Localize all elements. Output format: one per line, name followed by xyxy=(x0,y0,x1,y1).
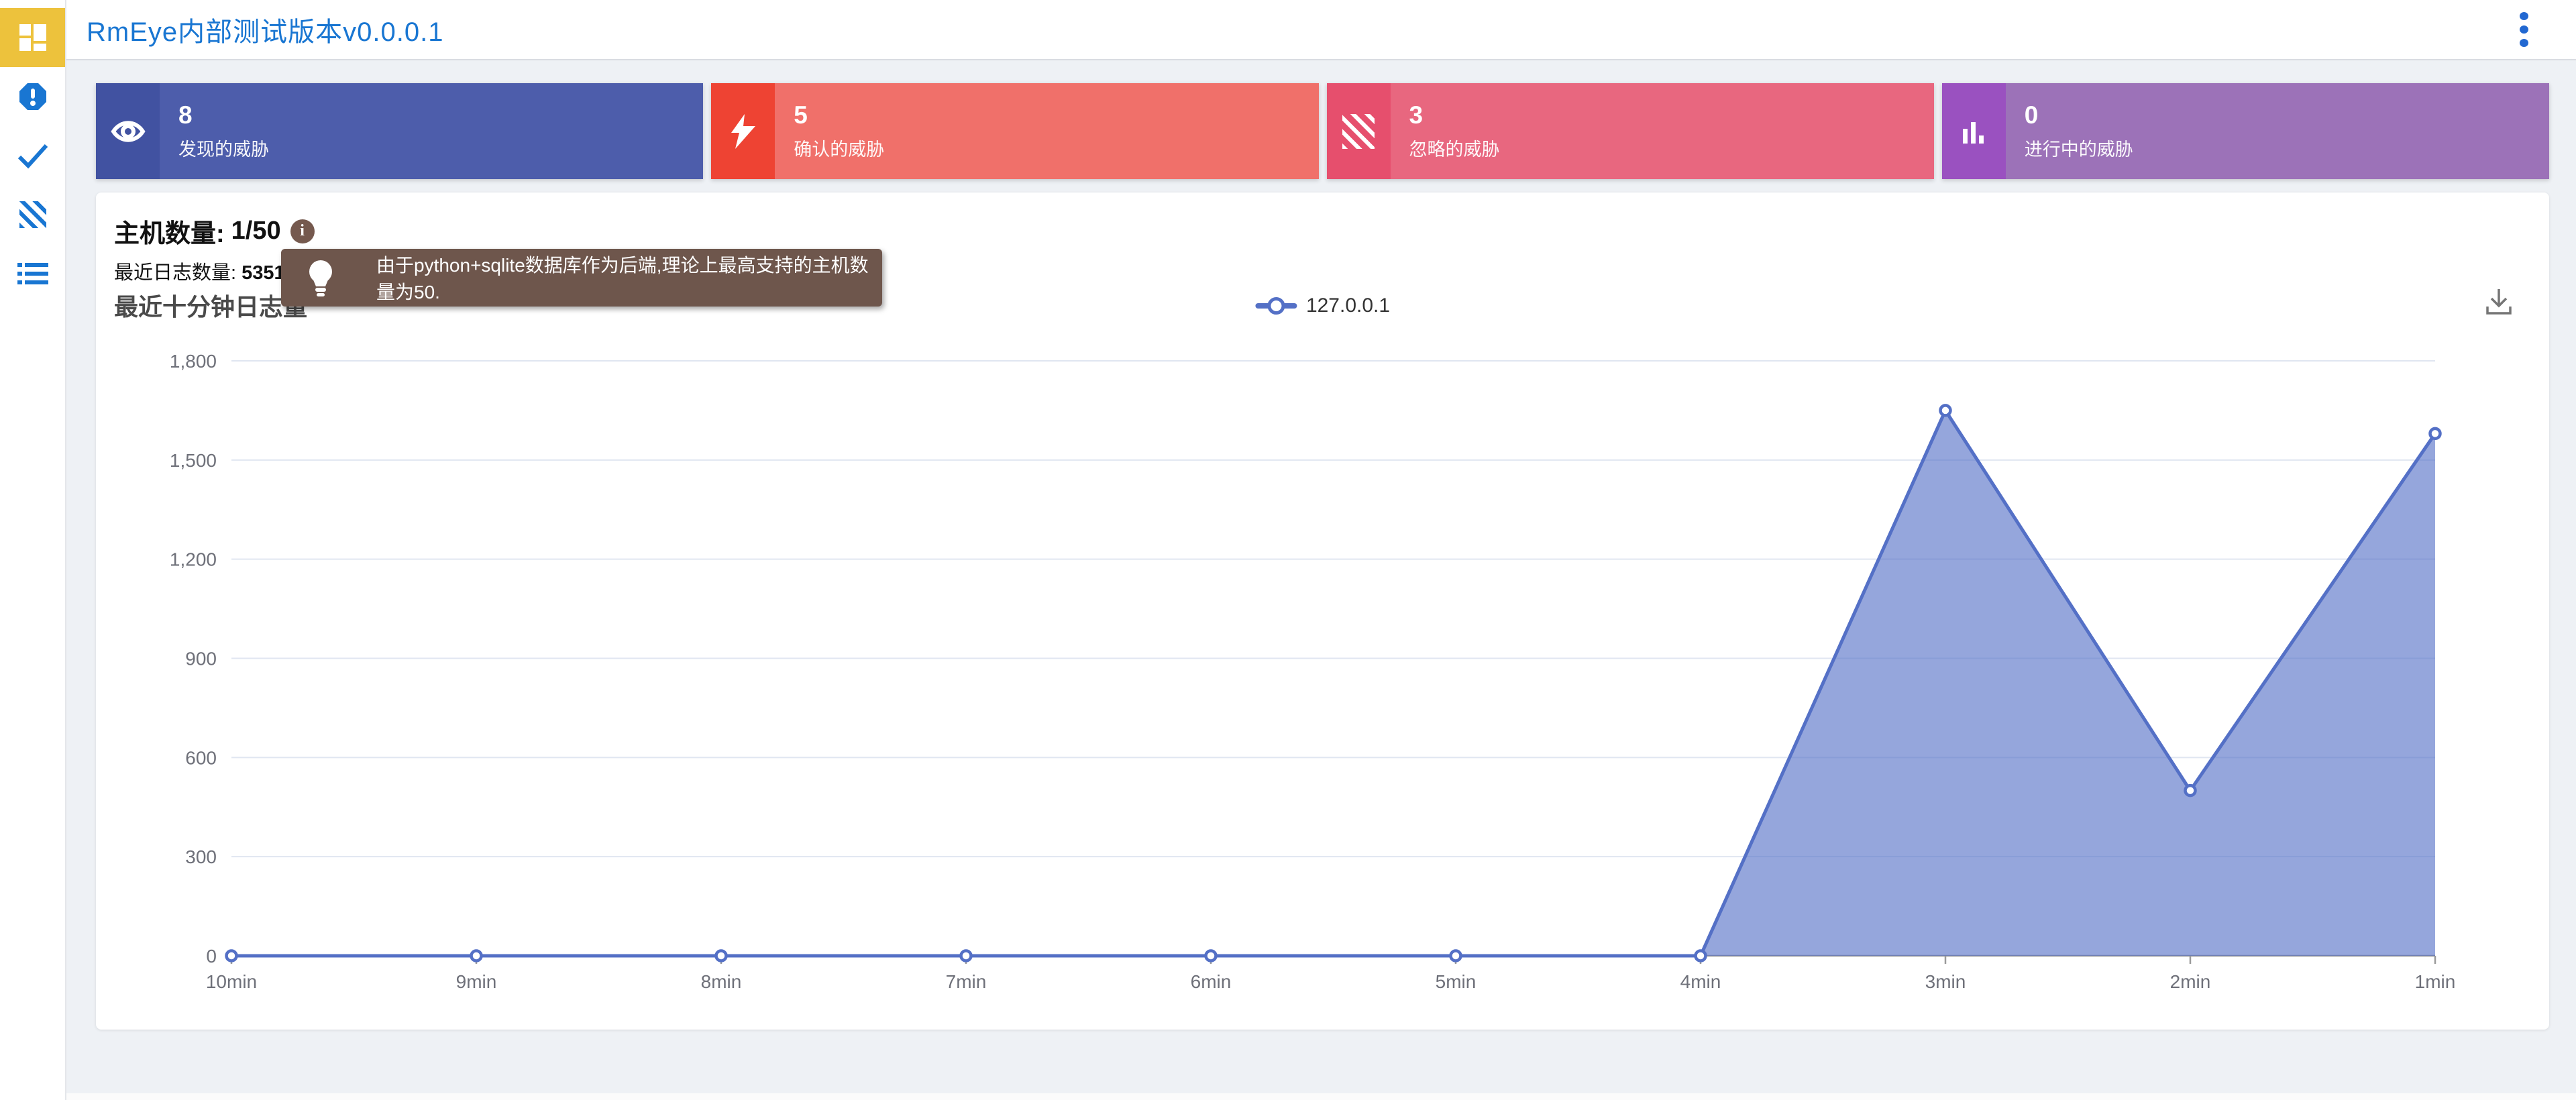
legend-item[interactable]: 127.0.0.1 xyxy=(1254,294,1391,317)
lightning-icon xyxy=(711,83,775,179)
svg-text:6min: 6min xyxy=(1191,971,1232,992)
stat-label: 进行中的威胁 xyxy=(2024,140,2133,160)
svg-text:1,200: 1,200 xyxy=(170,549,217,570)
legend-label: 127.0.0.1 xyxy=(1305,294,1391,317)
host-count: 主机数量: 1/50 i xyxy=(114,213,315,250)
app-title: RmEye内部测试版本v0.0.0.1 xyxy=(87,17,444,47)
host-count-label: 主机数量: xyxy=(114,220,225,248)
svg-text:900: 900 xyxy=(185,649,217,669)
stat-label: 忽略的威胁 xyxy=(1409,140,1500,160)
svg-text:8min: 8min xyxy=(701,971,742,992)
sidebar xyxy=(0,0,66,1100)
svg-text:1,800: 1,800 xyxy=(170,351,217,372)
log-volume-area-chart: 0 300 600 900 1,200 1,500 1,800 10min 9min 8min 7m… xyxy=(170,351,2456,992)
svg-text:9min: 9min xyxy=(456,971,497,992)
svg-text:10min: 10min xyxy=(206,971,257,992)
diagonal-stripes-icon xyxy=(19,201,46,228)
svg-text:1,500: 1,500 xyxy=(170,450,217,471)
header: RmEye内部测试版本v0.0.0.1 xyxy=(65,0,2576,60)
log-count-label: 最近日志数量: xyxy=(114,262,237,284)
main-content: 8 发现的威胁 5 确认的威胁 3 忽略的威胁 xyxy=(65,60,2576,1100)
stripes-icon xyxy=(1326,83,1391,179)
overview-panel: 主机数量: 1/50 i 最近日志数量: 5351 由于python+sqlit… xyxy=(96,192,2549,1030)
stat-card-discovered: 8 发现的威胁 xyxy=(96,83,704,179)
svg-text:5min: 5min xyxy=(1436,971,1477,992)
svg-text:0: 0 xyxy=(206,946,217,967)
download-icon[interactable] xyxy=(2483,286,2514,321)
stat-value: 8 xyxy=(178,101,193,129)
stat-value: 5 xyxy=(794,101,808,129)
kebab-menu-icon[interactable] xyxy=(2506,12,2541,47)
svg-text:4min: 4min xyxy=(1680,971,1721,992)
sidebar-item-confirmed[interactable] xyxy=(0,126,65,185)
checkmark-icon xyxy=(17,142,49,169)
footer-strip xyxy=(0,1093,2576,1100)
stat-card-in-progress: 0 进行中的威胁 xyxy=(1941,83,2549,179)
svg-text:1min: 1min xyxy=(2415,971,2456,992)
svg-text:3min: 3min xyxy=(1925,971,1966,992)
host-count-value: 1/50 xyxy=(231,217,281,245)
stat-label: 发现的威胁 xyxy=(178,140,269,160)
stat-cards-row: 8 发现的威胁 5 确认的威胁 3 忽略的威胁 xyxy=(65,60,2576,179)
log-count: 最近日志数量: 5351 xyxy=(114,257,285,285)
stat-card-confirmed: 5 确认的威胁 xyxy=(711,83,1319,179)
alert-octagon-icon xyxy=(18,82,48,111)
sidebar-item-alerts[interactable] xyxy=(0,67,65,126)
sidebar-item-dashboard[interactable] xyxy=(0,8,65,67)
stat-label: 确认的威胁 xyxy=(794,140,885,160)
svg-text:7min: 7min xyxy=(946,971,987,992)
legend-line-marker-icon xyxy=(1254,297,1297,315)
host-limit-tooltip: 由于python+sqlite数据库作为后端,理论上最高支持的主机数量为50. xyxy=(281,249,882,307)
stat-value: 3 xyxy=(1409,101,1424,129)
bar-chart-icon xyxy=(1941,83,2006,179)
svg-text:2min: 2min xyxy=(2170,971,2211,992)
svg-text:300: 300 xyxy=(185,846,217,867)
list-icon xyxy=(17,262,48,286)
sidebar-item-ignored[interactable] xyxy=(0,185,65,244)
info-icon[interactable]: i xyxy=(290,219,315,243)
tooltip-text: 由于python+sqlite数据库作为后端,理论上最高支持的主机数量为50. xyxy=(376,255,869,302)
log-count-value: 5351 xyxy=(241,262,285,284)
sidebar-item-log-list[interactable] xyxy=(0,244,65,303)
eye-icon xyxy=(96,83,160,179)
dashboard-icon xyxy=(17,22,48,53)
chart-title: 最近十分钟日志量 xyxy=(114,293,308,321)
lightbulb-icon xyxy=(309,260,332,296)
svg-text:600: 600 xyxy=(185,747,217,768)
stat-value: 0 xyxy=(2024,101,2039,129)
stat-card-ignored: 3 忽略的威胁 xyxy=(1326,83,1934,179)
